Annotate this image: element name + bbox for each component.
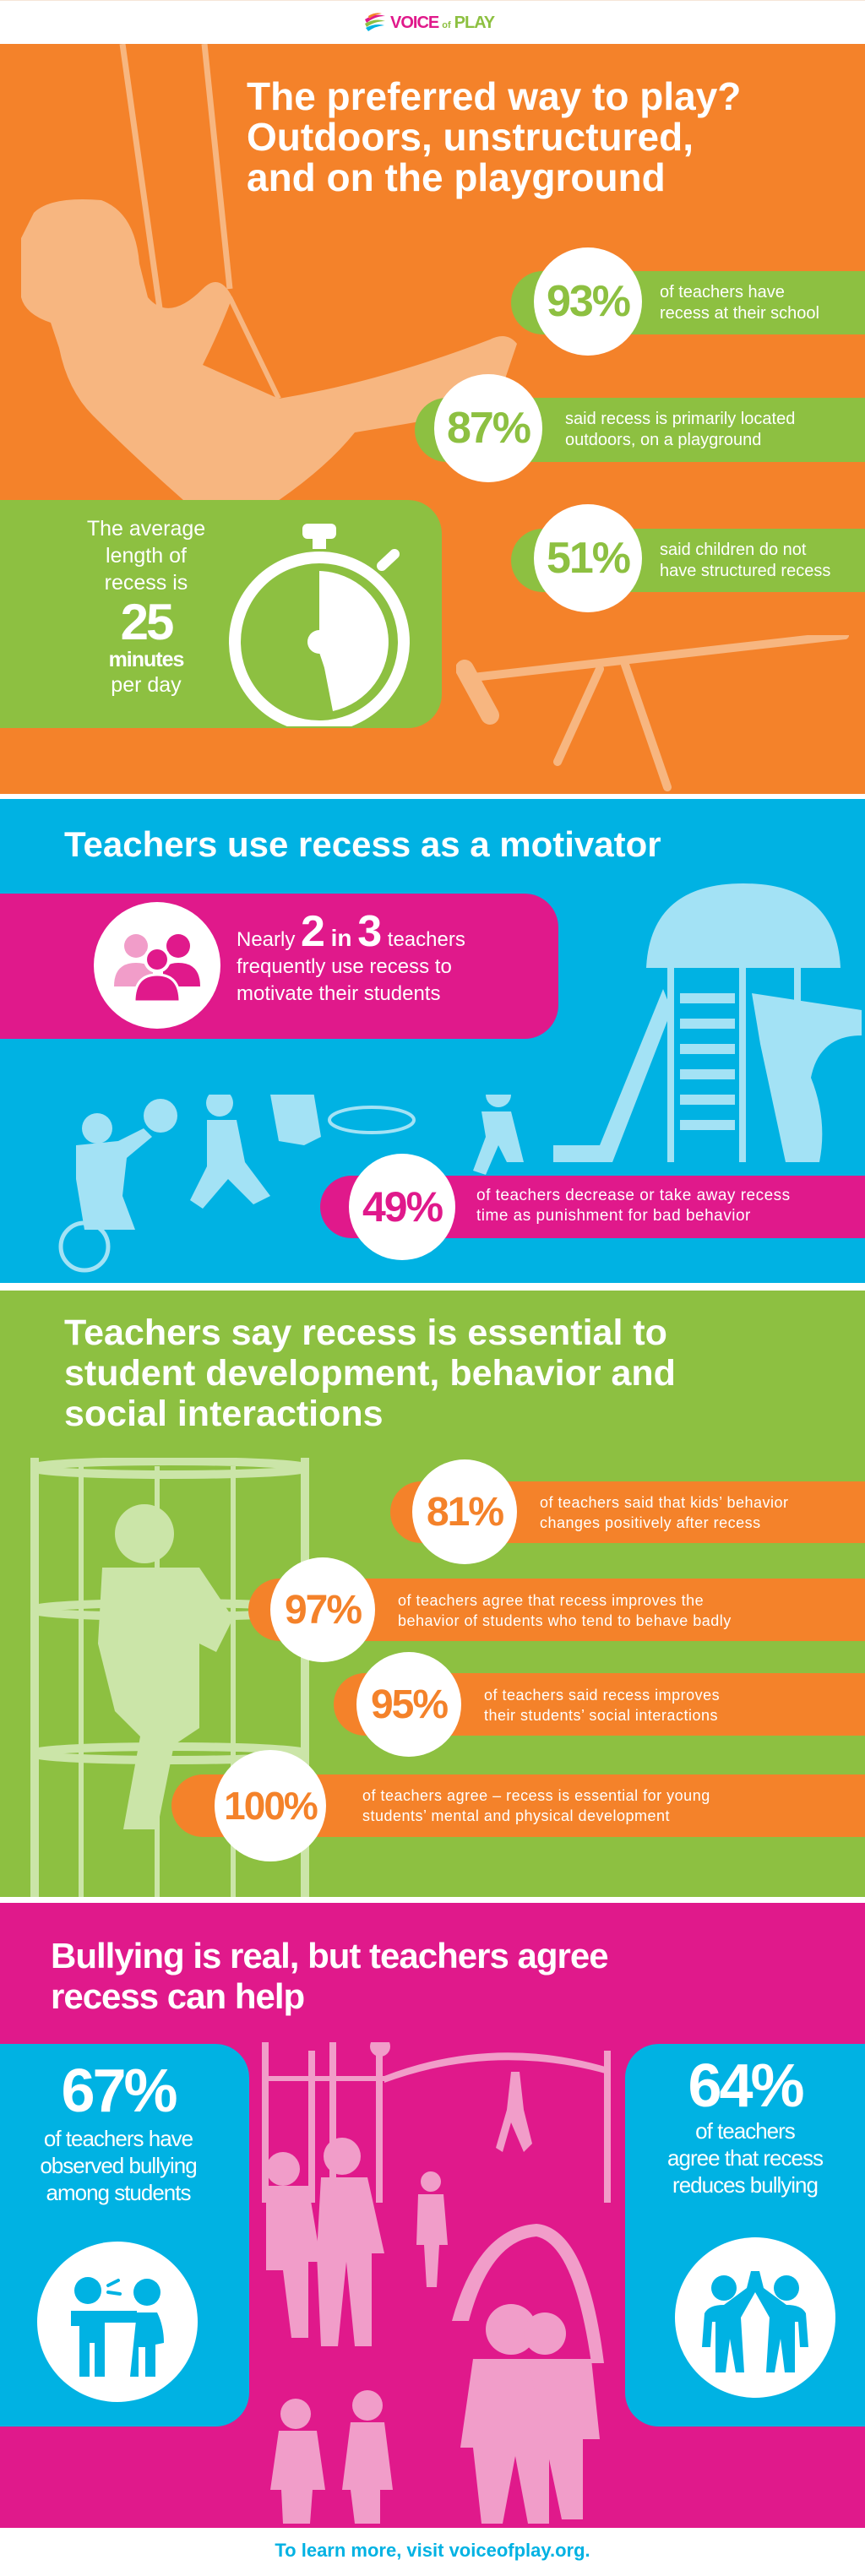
section-essential: Teachers say recess is essential to stud… [0,1291,865,1897]
title-line: Teachers say recess is essential to [64,1312,667,1353]
recess-minutes-unit: minutes [108,648,185,671]
stat-text-line: of teachers decrease or take away recess [476,1187,791,1204]
motivator-line-1: Nearly 2 in 3 teachers [237,910,465,954]
motivator-line-3: motivate their students [237,982,441,1005]
logo-of: of [442,20,451,30]
title-line: Bullying is real, but teachers agree [51,1936,609,1975]
stat-value-97: 97% [270,1557,375,1662]
stat-text-line: outdoors, on a playground [565,431,762,449]
section-outdoor-play: The preferred way to play? Outdoors, uns… [0,44,865,794]
bullying-icon [37,2242,198,2402]
swinging-girl-illustration [21,44,517,500]
text-line: agree that recess [667,2145,824,2171]
text-line: among students [46,2180,191,2205]
stat-text-line: of teachers agree – recess is essential … [362,1787,710,1804]
logo-voice: VOICE [390,13,439,32]
friends-high-five-icon [675,2237,835,2398]
bullying-observed-value: 67% [61,2057,177,2125]
stat-text-93: of teachers have recess at their school [660,282,819,324]
stat-text-97: of teachers agree that recess improves t… [398,1590,732,1631]
section1-title: The preferred way to play? Outdoors, uns… [247,76,741,198]
stat-value-87: 87% [434,374,542,482]
stat-text-81: of teachers said that kids’ behavior cha… [540,1492,789,1533]
section-motivator: Teachers use recess as a motivator Nearl… [0,799,865,1283]
stat-value-49: 49% [349,1154,455,1260]
intro-line: length of [106,544,187,568]
stat-text-line: of teachers have [660,283,785,302]
bullying-reduced-value: 64% [688,2052,804,2120]
text-line: observed bullying [40,2153,197,2178]
stat-text-line: said recess is primarily located [565,410,796,428]
footer-link[interactable]: To learn more, visit voiceofplay.org. [275,2540,590,2561]
title-line: Outdoors, unstructured, [247,115,694,159]
recess-per-day: per day [111,673,182,697]
stat-text-51: said children do not have structured rec… [660,540,830,582]
text-in: in [330,925,352,951]
motivator-text: Nearly 2 in 3 teachers frequently use re… [237,910,465,1008]
recess-length-box: The average length of recess is 25 minut… [0,500,442,728]
logo[interactable]: VOICE of PLAY [363,13,496,33]
stat-text-87: said recess is primarily located outdoor… [565,409,795,451]
text-line: of teachers [695,2118,796,2144]
intro-line: recess is [104,571,188,595]
number-2: 2 [301,907,325,956]
header: VOICE of PLAY [0,0,865,44]
stat-value-95: 95% [356,1652,461,1757]
seesaw-illustration [456,635,850,791]
playground-slide-illustration [553,883,862,1162]
stat-text-line: changes positively after recess [540,1514,761,1531]
stat-text-line: students’ mental and physical developmen… [362,1807,671,1824]
bullying-observed-box: 67% of teachers have observed bullying a… [0,2044,249,2427]
stat-text-line: behavior of students who tend to behave … [398,1612,732,1629]
title-line: and on the playground [247,155,666,199]
logo-play: PLAY [454,13,496,32]
children-playing-illustration [58,1095,524,1273]
stat-text-line: recess at their school [660,304,819,323]
stat-text-line: have structured recess [660,562,831,580]
group-of-people-icon [94,902,220,1029]
recess-length-text: The average length of recess is 25 minut… [49,515,243,699]
section4-title: Bullying is real, but teachers agree rec… [51,1936,609,2017]
stat-text-line: their students’ social interactions [484,1707,718,1724]
stat-text-line: of teachers said that kids’ behavior [540,1494,789,1511]
stat-value-93: 93% [534,247,642,356]
title-line: The preferred way to play? [247,74,742,118]
section3-title: Teachers say recess is essential to stud… [64,1312,676,1434]
recess-minutes-value: 25 [120,594,175,650]
section-bullying: Bullying is real, but teachers agree rec… [0,1903,865,2528]
stat-text-line: of teachers said recess improves [484,1687,721,1704]
bullying-reduced-text: of teachers agree that recess reduces bu… [625,2117,865,2198]
text-line: of teachers have [43,2126,193,2151]
motivator-callout: Nearly 2 in 3 teachers frequently use re… [0,894,558,1039]
title-line: social interactions [64,1394,384,1434]
stopwatch-icon [229,524,410,726]
bullying-reduced-box: 64% of teachers agree that recess reduce… [625,2044,865,2427]
bullying-observed-text: of teachers have observed bullying among… [0,2125,237,2206]
stat-text-49: of teachers decrease or take away recess… [476,1186,791,1226]
stat-value-81: 81% [412,1459,517,1564]
stat-text-line: said children do not [660,541,807,559]
section2-title: Teachers use recess as a motivator [64,824,661,864]
title-line: student development, behavior and [64,1353,676,1394]
logo-swoosh-icon [365,13,385,31]
text-nearly: Nearly [237,928,296,951]
motivator-line-2: frequently use recess to [237,955,452,978]
number-3: 3 [357,907,383,956]
playground-children-illustration [262,2042,611,2524]
text-line: reduces bullying [672,2172,819,2198]
stat-text-95: of teachers said recess improves their s… [484,1685,720,1725]
intro-line: The average [86,517,206,541]
stat-text-100: of teachers agree – recess is essential … [362,1785,710,1826]
stat-value-100: 100% [215,1750,326,1861]
text-teachers: teachers [387,928,465,951]
stat-text-line: time as punishment for bad behavior [476,1207,751,1225]
title-line: recess can help [51,1976,305,2016]
stat-value-51: 51% [534,504,642,612]
stat-text-line: of teachers agree that recess improves t… [398,1592,705,1609]
